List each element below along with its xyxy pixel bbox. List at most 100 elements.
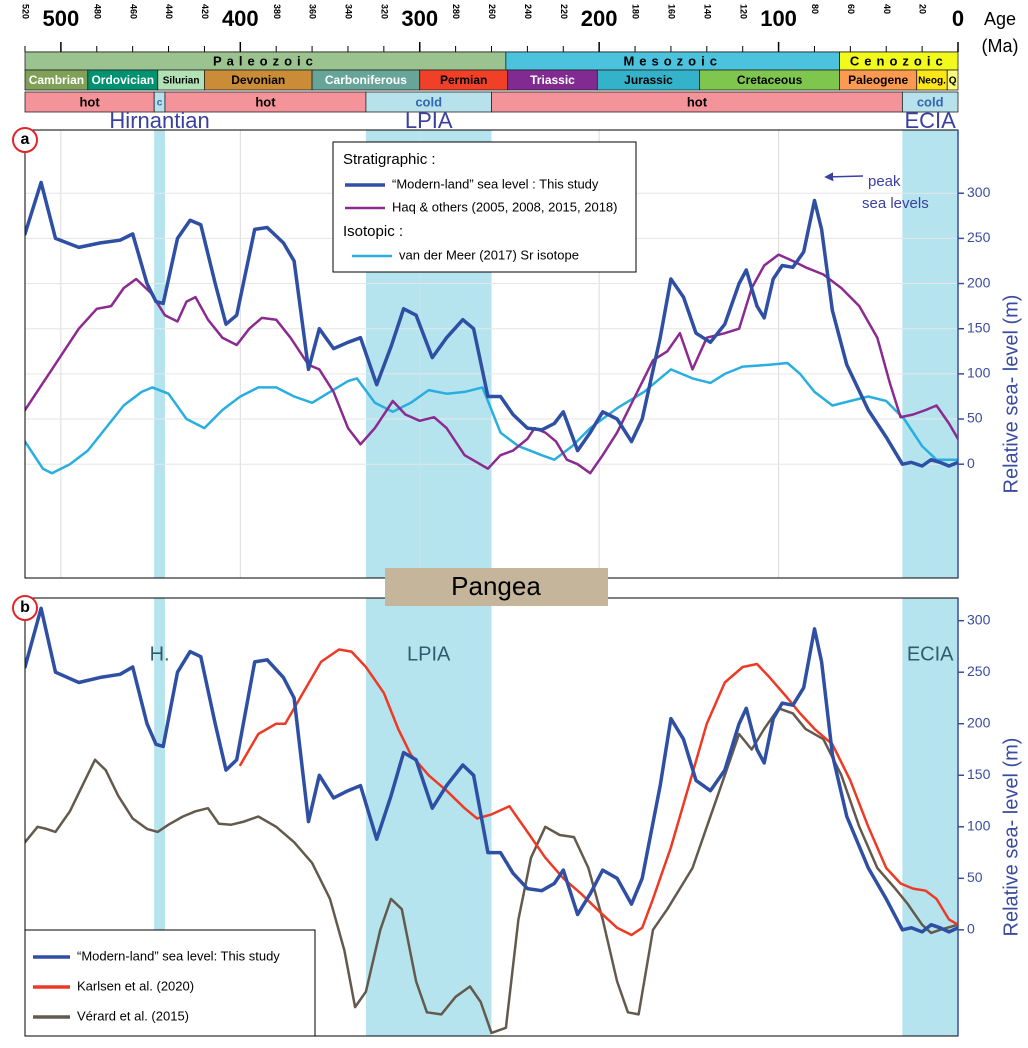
band-label: LPIA	[407, 643, 451, 665]
banner-label: Pangea	[451, 571, 541, 601]
y-tick-label: 300	[967, 184, 991, 200]
panel-label: a	[21, 131, 30, 148]
panel-label-circle	[12, 127, 38, 153]
period-label: Permian	[440, 73, 487, 87]
major-tick-label: 500	[43, 6, 80, 31]
y-tick-label: 100	[967, 365, 991, 381]
band-label: LPIA	[405, 108, 453, 133]
banner-box	[385, 568, 608, 606]
period-label: Devonian	[231, 73, 285, 87]
y-tick-label: 200	[967, 714, 991, 730]
period-label: Ordovician	[91, 73, 154, 87]
minor-tick-label: 60	[846, 4, 856, 14]
y-tick-label: 250	[967, 229, 991, 245]
period-label: Cretaceous	[737, 73, 803, 87]
y-tick-label: 0	[967, 921, 975, 937]
panel-label-circle	[12, 595, 38, 621]
minor-tick-label: 260	[487, 4, 497, 19]
axis-label: (Ma)	[982, 36, 1019, 56]
y-axis-title: Relative sea- level (m)	[1000, 295, 1022, 494]
period-label: Q	[949, 76, 957, 87]
minor-tick-label: 460	[128, 4, 138, 19]
period-label: Triassic	[530, 73, 575, 87]
legend-label: Vérard et al. (2015)	[77, 1008, 189, 1023]
climate-label: c	[157, 98, 163, 109]
period-label: Silurian	[163, 76, 200, 87]
minor-tick-label: 240	[523, 4, 533, 19]
major-tick-label: 100	[760, 6, 797, 31]
minor-tick-label: 40	[882, 4, 892, 14]
climate-band	[154, 598, 165, 1036]
legend-box	[24, 929, 316, 1037]
climate-band	[154, 130, 165, 578]
climate-band	[902, 130, 958, 578]
minor-tick-label: 360	[308, 4, 318, 19]
y-axis-title: Relative sea- level (m)	[1000, 738, 1022, 937]
minor-tick-label: 20	[918, 4, 928, 14]
period-box	[946, 69, 959, 91]
legend-heading: Isotopic :	[343, 223, 403, 240]
annotation-arrow	[824, 172, 864, 182]
major-tick-label: 300	[401, 6, 438, 31]
climate-label: hot	[79, 94, 100, 109]
annotation: sea levels	[862, 195, 929, 212]
y-tick-label: 200	[967, 274, 991, 290]
period-label: Jurassic	[624, 73, 673, 87]
minor-tick-label: 180	[631, 4, 641, 19]
band-label: H.	[150, 643, 170, 665]
minor-tick-label: 380	[272, 4, 282, 19]
period-label: Paleogene	[848, 73, 908, 87]
legend-label: “Modern-land” sea level: This study	[77, 948, 280, 963]
series-line	[239, 648, 958, 937]
minor-tick-label: 160	[667, 4, 677, 19]
series-line	[25, 253, 958, 475]
period-label: Neog.	[918, 76, 946, 87]
climate-label: cold	[917, 94, 944, 109]
climate-label: hot	[687, 94, 708, 109]
band-label: ECIA	[905, 108, 957, 133]
y-tick-label: 150	[967, 766, 991, 782]
legend-label: Haq & others (2005, 2008, 2015, 2018)	[392, 199, 618, 214]
minor-tick-label: 520	[21, 4, 31, 19]
period-label: Cambrian	[29, 73, 84, 87]
annotation: peak	[868, 173, 901, 190]
major-tick-label: 400	[222, 6, 259, 31]
legend-label: “Modern-land” sea level : This study	[392, 176, 599, 191]
band-label: ECIA	[907, 643, 954, 665]
era-label: Paleozoic	[213, 53, 318, 68]
y-tick-label: 100	[967, 817, 991, 833]
legend-heading: Stratigraphic :	[343, 151, 436, 168]
period-label: Carboniferous	[325, 73, 407, 87]
major-tick-label: 200	[581, 6, 618, 31]
minor-tick-label: 120	[738, 4, 748, 19]
climate-box	[901, 91, 959, 113]
minor-tick-label: 480	[92, 4, 102, 19]
climate-label: hot	[255, 94, 276, 109]
y-tick-label: 50	[967, 869, 983, 885]
series-line	[25, 606, 958, 934]
y-tick-label: 300	[967, 611, 991, 627]
minor-tick-label: 420	[200, 4, 210, 19]
y-tick-label: 250	[967, 663, 991, 679]
minor-tick-label: 440	[164, 4, 174, 19]
legend-label: Karlsen et al. (2020)	[77, 978, 194, 993]
series-line	[25, 361, 958, 475]
minor-tick-label: 80	[810, 4, 820, 14]
y-tick-label: 0	[967, 455, 975, 471]
minor-tick-label: 140	[702, 4, 712, 19]
minor-tick-label: 320	[379, 4, 389, 19]
legend-label: van der Meer (2017) Sr isotope	[399, 247, 579, 262]
climate-band	[902, 598, 958, 1036]
panel-label: b	[20, 599, 30, 616]
series-line	[25, 180, 958, 468]
climate-band	[365, 598, 492, 1036]
climate-label: cold	[415, 94, 442, 109]
y-tick-label: 150	[967, 319, 991, 335]
major-tick-label: 0	[952, 6, 964, 31]
axis-label: Age	[984, 9, 1016, 29]
minor-tick-label: 220	[559, 4, 569, 19]
minor-tick-label: 340	[344, 4, 354, 19]
era-label: Cenozoic	[850, 53, 948, 68]
